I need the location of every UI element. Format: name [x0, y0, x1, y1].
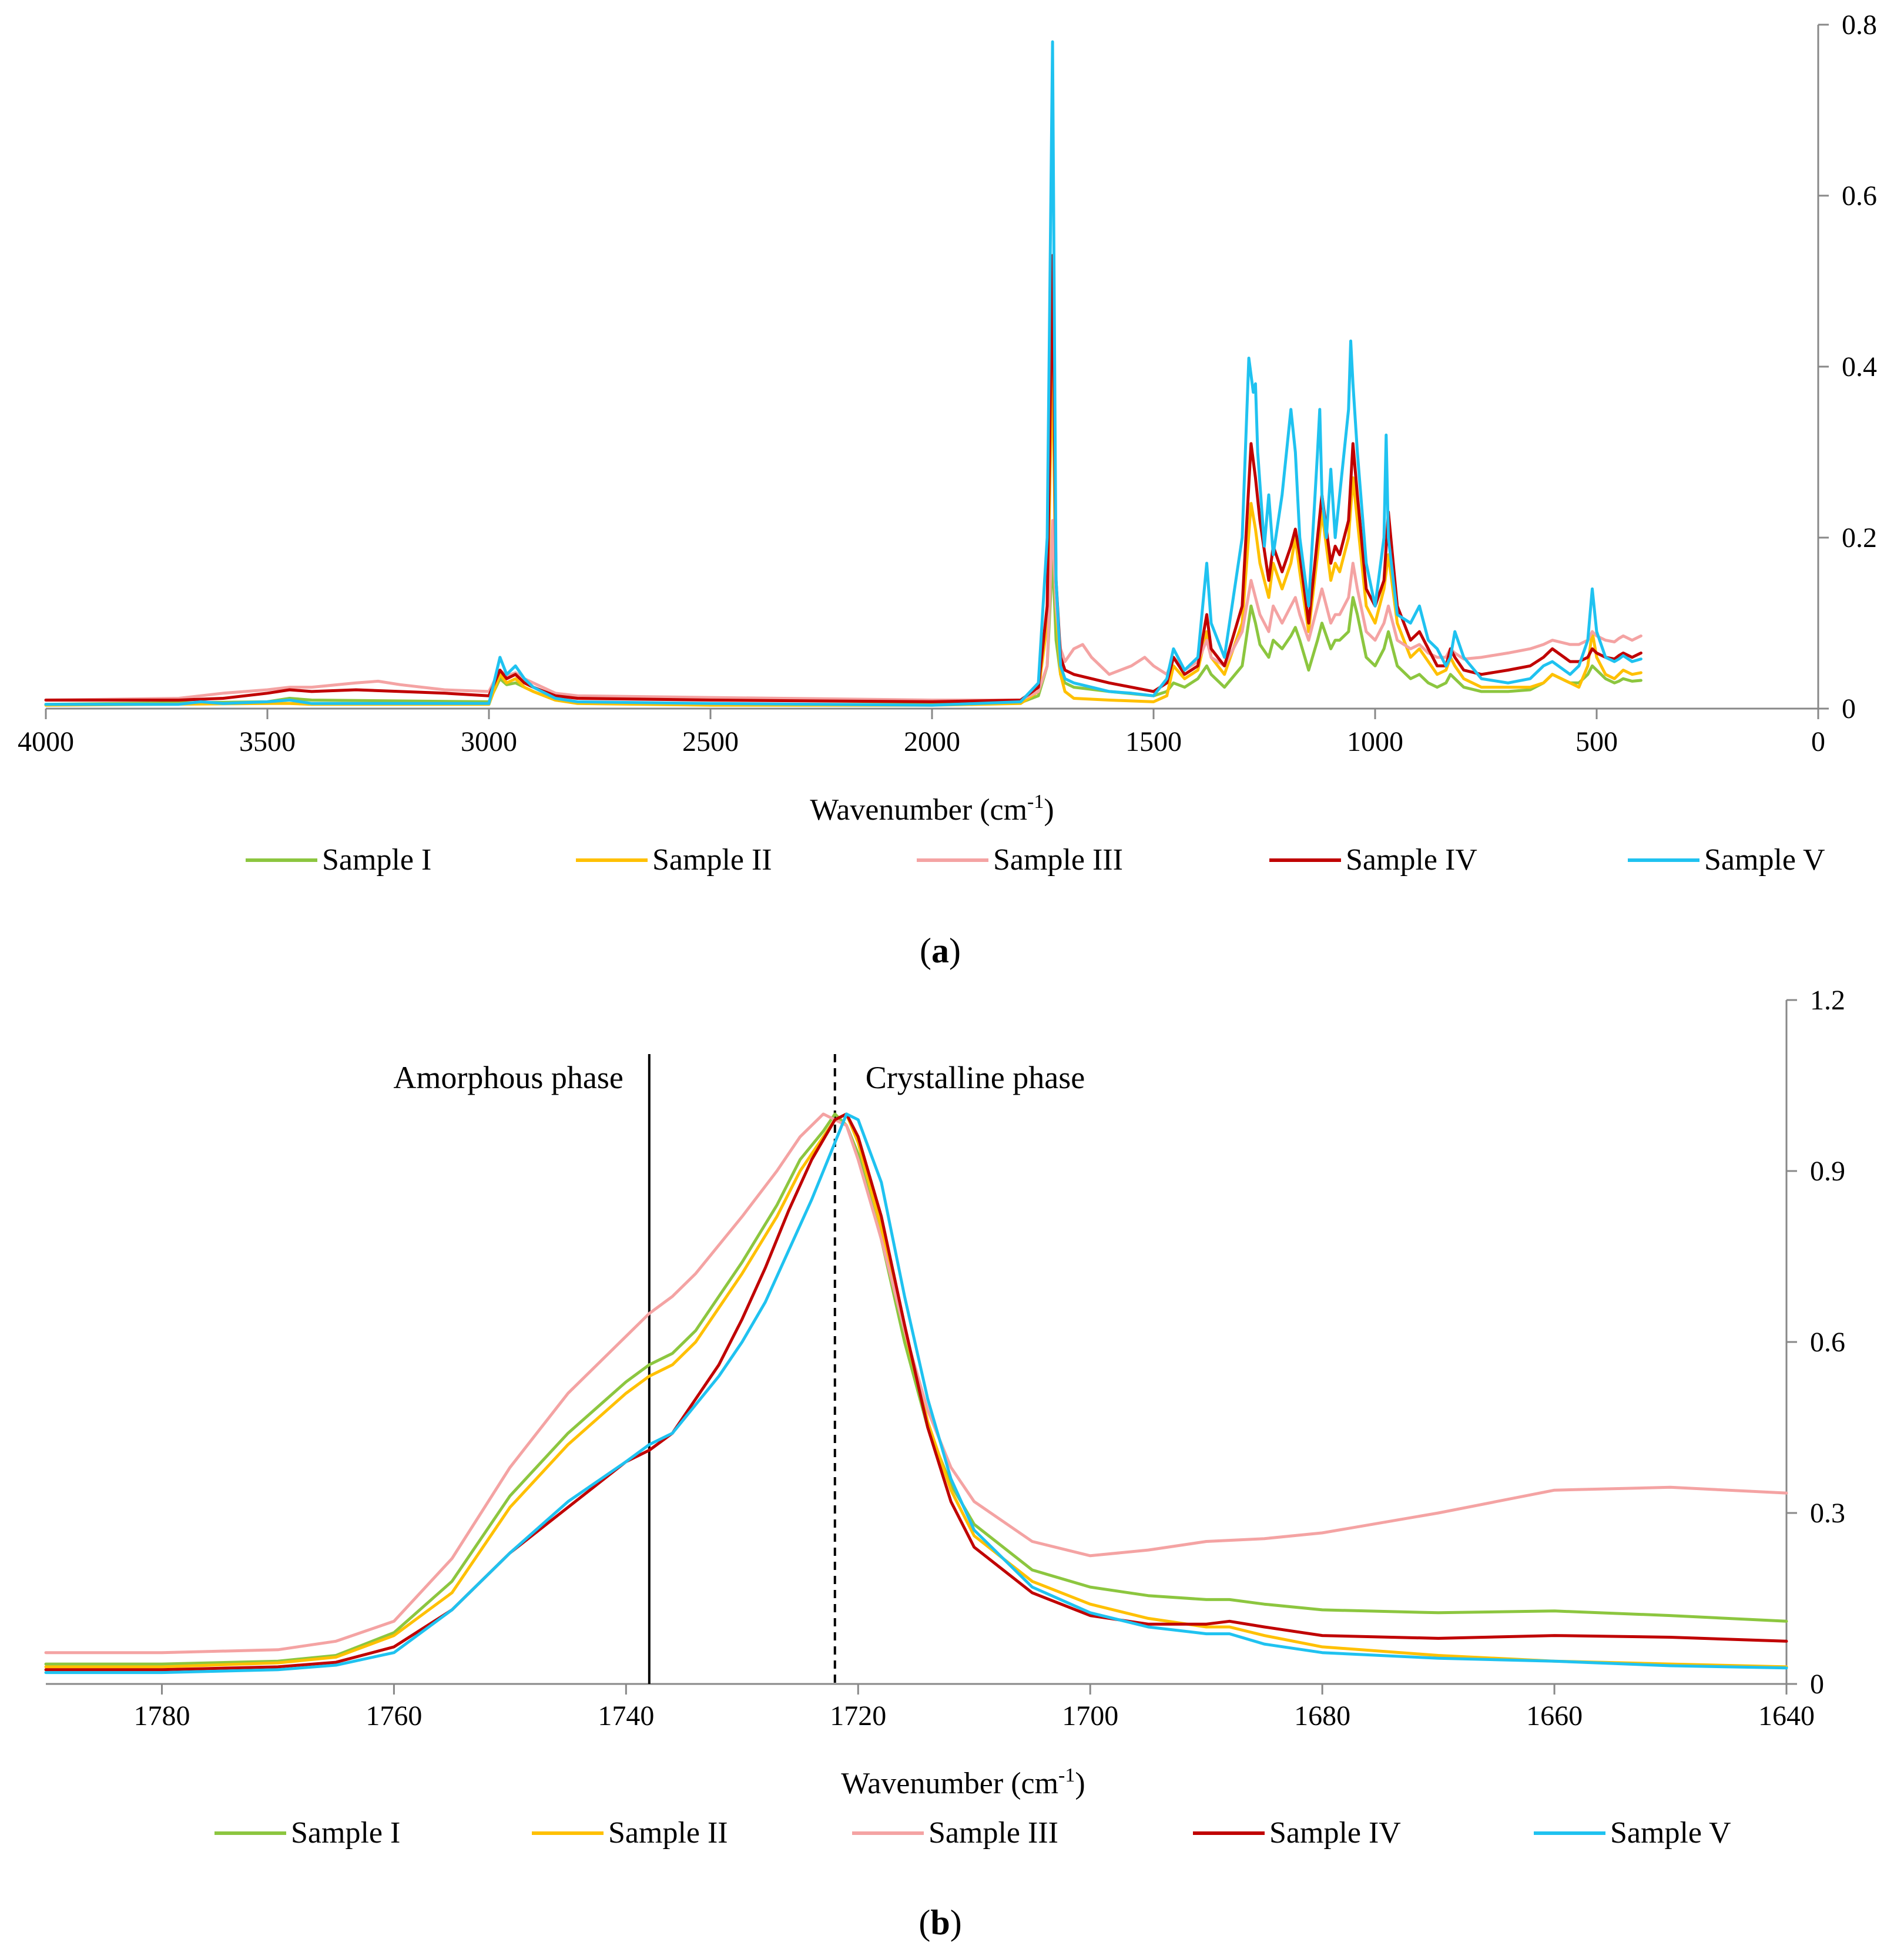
x-axis-title-sup-a: -1 [1027, 791, 1044, 813]
x-axis-title-b: Wavenumber (cm-1) [841, 1764, 1085, 1800]
legend-label-sample-iv-a: Sample IV [1346, 843, 1477, 877]
annotation-label-crystalline: Crystalline phase [866, 1060, 1085, 1095]
panel-label-b: (b) [919, 1903, 961, 1942]
series-line-sample-iii-b [44, 1112, 1788, 1655]
panel-label-a: (a) [920, 931, 961, 970]
x-tick-label-b: 1660 [1526, 1700, 1583, 1732]
x-tick-label-a: 4000 [18, 726, 74, 757]
y-tick-label-a: 0 [1842, 693, 1856, 724]
series-line-sample-i-a [44, 553, 1642, 706]
legend-label-sample-iii-a: Sample III [993, 843, 1123, 877]
legend-label-sample-v-a: Sample V [1704, 843, 1825, 877]
x-tick-label-a: 0 [1811, 726, 1825, 757]
y-tick-label-b: 0.3 [1810, 1498, 1845, 1529]
legend-label-sample-iv-b: Sample IV [1269, 1816, 1401, 1850]
legend-label-sample-ii-b: Sample II [608, 1816, 728, 1850]
panel-label-b-letter: b [930, 1903, 950, 1942]
legend-label-sample-v-b: Sample V [1610, 1816, 1731, 1850]
series-line-sample-v-a [44, 40, 1642, 707]
x-tick-label-b: 1700 [1062, 1700, 1118, 1732]
x-tick-label-b: 1780 [133, 1700, 190, 1732]
legend-label-sample-i-b: Sample I [291, 1816, 400, 1850]
y-tick-label-b: 0.6 [1810, 1327, 1845, 1358]
y-tick-label-a: 0.4 [1842, 351, 1877, 383]
y-tick-label-a: 0.2 [1842, 522, 1877, 553]
x-tick-label-a: 500 [1576, 726, 1618, 757]
x-axis-title-a: Wavenumber (cm-1) [810, 791, 1054, 827]
x-axis-title-main-b: Wavenumber (cm [841, 1767, 1058, 1800]
x-tick-label-a: 2000 [904, 726, 960, 757]
x-tick-label-a: 2500 [682, 726, 739, 757]
x-tick-label-b: 1720 [830, 1700, 886, 1732]
y-tick-label-b: 0 [1810, 1669, 1824, 1700]
x-axis-title-tail-a: ) [1044, 793, 1054, 827]
series-line-sample-iii-a [44, 519, 1642, 702]
series-line-sample-v-b [44, 1112, 1788, 1675]
y-tick-label-a: 0.8 [1842, 9, 1877, 41]
x-axis-title-main-a: Wavenumber (cm [810, 793, 1027, 827]
chart-a: 4000 3500 3000 2500 2000 1500 1000 500 00 0.2 0.4 0… [18, 9, 1877, 877]
x-axis-title-sup-b: -1 [1058, 1764, 1075, 1786]
series-line-sample-iv-b [44, 1112, 1788, 1672]
x-tick-label-b: 1680 [1294, 1700, 1350, 1732]
legend-label-sample-iii-b: Sample III [928, 1816, 1058, 1850]
x-tick-label-b: 1740 [598, 1700, 654, 1732]
x-tick-label-a: 1000 [1347, 726, 1403, 757]
x-tick-label-b: 1640 [1758, 1700, 1815, 1732]
y-tick-label-b: 0.9 [1810, 1156, 1845, 1187]
annotation-label-amorphous: Amorphous phase [393, 1060, 623, 1095]
series-line-sample-ii-a [44, 348, 1642, 707]
legend-label-sample-ii-a: Sample II [652, 843, 772, 877]
x-axis-title-tail-b: ) [1075, 1767, 1085, 1800]
x-tick-label-a: 3000 [461, 726, 517, 757]
panel-label-a-letter: a [931, 931, 949, 970]
legend-label-sample-i-a: Sample I [322, 843, 431, 877]
y-tick-label-b: 1.2 [1810, 985, 1845, 1016]
x-tick-label-a: 3500 [239, 726, 296, 757]
x-tick-label-a: 1500 [1125, 726, 1182, 757]
x-tick-label-b: 1760 [366, 1700, 422, 1732]
series-line-sample-ii-b [44, 1112, 1788, 1669]
y-tick-label-a: 0.6 [1842, 180, 1877, 212]
series-line-sample-i-b [44, 1112, 1788, 1666]
